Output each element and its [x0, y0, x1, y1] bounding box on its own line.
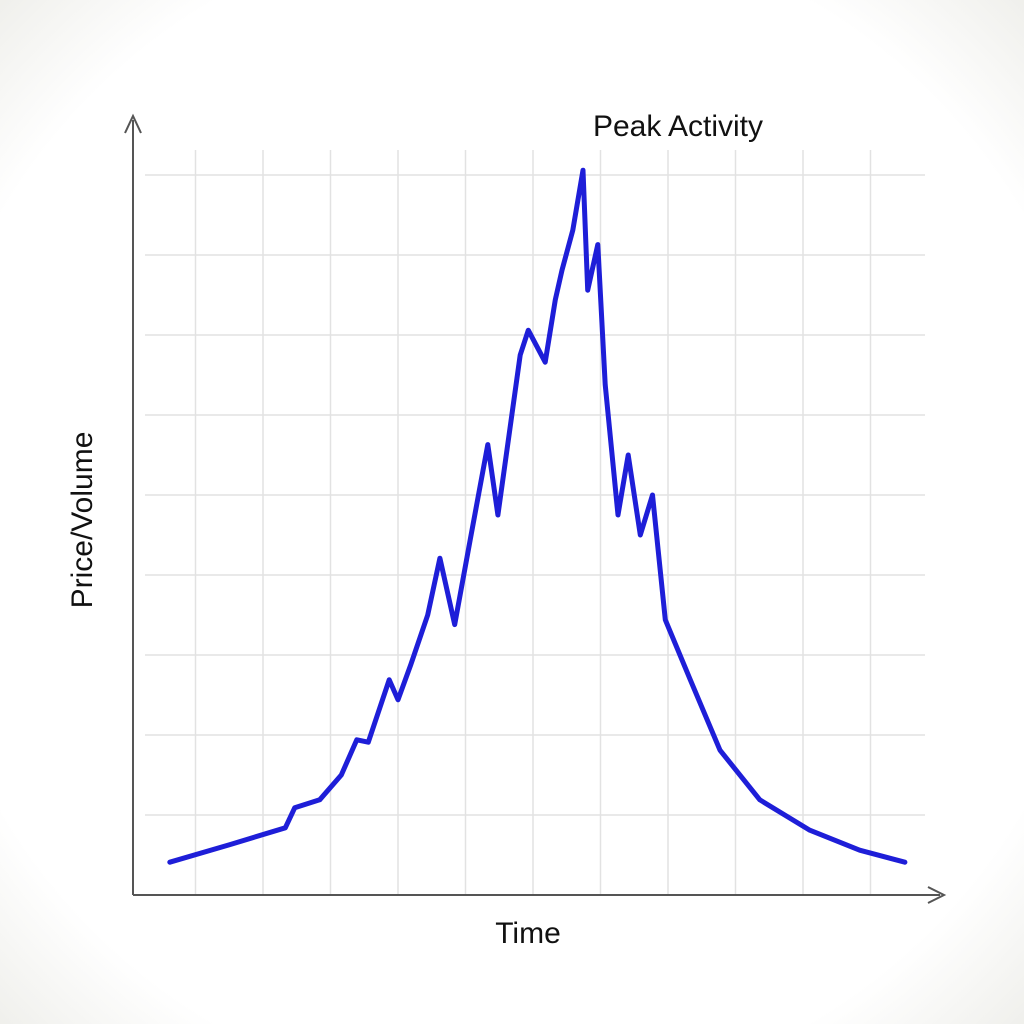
data-line: [167, 167, 908, 865]
y-axis-label: Price/Volume: [66, 432, 99, 609]
grid: [145, 150, 925, 895]
y-axis-arrow: [124, 113, 142, 134]
x-axis-arrow: [927, 886, 947, 904]
annotation: Peak Activity: [593, 110, 763, 143]
x-axis-label: Time: [495, 917, 561, 950]
